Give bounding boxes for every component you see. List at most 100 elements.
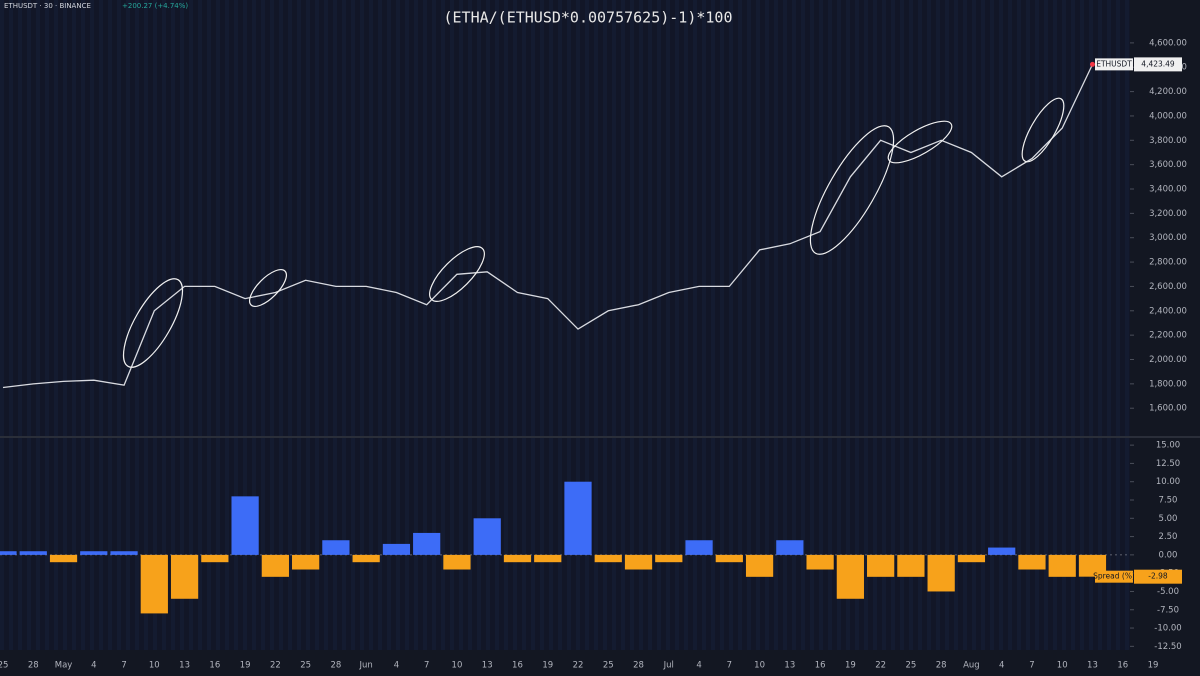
spread-bar xyxy=(897,554,925,577)
spread-bar xyxy=(292,554,320,570)
last-value-tag xyxy=(1134,57,1182,72)
x-tick-label: 7 xyxy=(424,661,429,671)
spread-bar xyxy=(110,551,138,555)
spread-bar xyxy=(443,554,471,570)
x-tick-label: 13 xyxy=(1087,661,1098,671)
x-tick-label: 28 xyxy=(28,661,39,671)
x-tick-label: 22 xyxy=(875,661,886,671)
y-tick-label: 2,000.00 xyxy=(1149,355,1187,365)
x-tick-label: 7 xyxy=(727,661,732,671)
spread-bar xyxy=(715,554,743,563)
x-tick-label: 28 xyxy=(936,661,947,671)
y-tick-label: 7.50 xyxy=(1159,496,1178,506)
x-tick-label: 19 xyxy=(845,661,856,671)
y-tick-label: 4,600.00 xyxy=(1149,38,1187,48)
x-tick-label: 16 xyxy=(209,661,220,671)
x-tick-label: 13 xyxy=(784,661,795,671)
spread-bar xyxy=(655,554,683,563)
spread-bar xyxy=(413,532,441,555)
spread-bar xyxy=(1018,554,1046,570)
x-tick-label: 4 xyxy=(696,661,701,671)
y-tick-label: -7.50 xyxy=(1157,605,1179,615)
chart-title: (ETHA/(ETHUSD*0.00757625)-1)*100 xyxy=(444,9,733,27)
spread-bar xyxy=(503,554,532,563)
price-axis-bg xyxy=(1130,0,1200,676)
x-tick-label: 25 xyxy=(603,661,614,671)
y-tick-label: 3,600.00 xyxy=(1149,160,1187,170)
price-line xyxy=(2,64,1094,389)
series-name-tag xyxy=(1095,570,1133,583)
spread-bar xyxy=(957,554,986,563)
x-tick-label: 10 xyxy=(149,661,160,671)
x-tick-label: 13 xyxy=(179,661,190,671)
spread-bar xyxy=(261,554,289,577)
y-tick-label: 1,800.00 xyxy=(1149,379,1187,389)
y-tick-label: 3,200.00 xyxy=(1149,209,1187,219)
y-tick-label: 3,800.00 xyxy=(1149,136,1187,146)
spread-bar xyxy=(927,554,955,592)
spread-bar xyxy=(80,551,108,555)
y-tick-label: 2.50 xyxy=(1159,532,1178,542)
spread-bar xyxy=(1048,554,1076,577)
last-value-label: -2.98 xyxy=(1148,572,1168,581)
y-tick-label: -5.00 xyxy=(1157,587,1179,597)
spread-bar xyxy=(19,551,47,555)
y-tick-label: -10.00 xyxy=(1154,624,1181,634)
x-tick-label: Jul xyxy=(663,661,674,671)
x-tick-label: 4 xyxy=(91,661,96,671)
spread-bar xyxy=(988,547,1016,555)
hand-circle xyxy=(1021,97,1065,163)
x-tick-label: 10 xyxy=(452,661,463,671)
x-tick-label: 16 xyxy=(1117,661,1128,671)
y-tick-label: 10.00 xyxy=(1156,477,1180,487)
y-tick-label: 2,200.00 xyxy=(1149,331,1187,341)
spread-bar xyxy=(382,543,411,555)
last-value-label: 4,423.49 xyxy=(1141,59,1175,68)
x-tick-label: 10 xyxy=(1057,661,1068,671)
spread-bar xyxy=(473,518,501,555)
x-tick-label: 7 xyxy=(1029,661,1034,671)
x-tick-label: Jun xyxy=(359,661,373,671)
y-tick-label: 3,000.00 xyxy=(1149,233,1187,243)
last-value-tag xyxy=(1134,569,1182,584)
spread-bar xyxy=(867,554,895,577)
symbol-header: ETHUSDT · 30 · BINANCE xyxy=(4,2,91,10)
x-tick-label: 19 xyxy=(240,661,251,671)
spread-bar xyxy=(231,496,259,555)
x-tick-label: 13 xyxy=(482,661,493,671)
x-tick-label: 7 xyxy=(121,661,126,671)
spread-bar xyxy=(806,554,834,570)
y-tick-label: 2,600.00 xyxy=(1149,282,1187,292)
spread-bar xyxy=(49,554,78,563)
spread-bar xyxy=(745,554,774,577)
hand-circle xyxy=(122,278,184,368)
spread-bar xyxy=(594,554,622,563)
x-tick-label: 16 xyxy=(815,661,826,671)
x-tick-label: 28 xyxy=(330,661,341,671)
y-tick-label: 15.00 xyxy=(1156,441,1180,451)
x-tick-label: 16 xyxy=(512,661,523,671)
hand-circle xyxy=(249,269,287,307)
x-tick-label: 22 xyxy=(573,661,584,671)
series-name: ETHUSDT xyxy=(1096,59,1132,68)
x-tick-label: 25 xyxy=(0,661,8,671)
spread-bar xyxy=(170,554,199,599)
hand-circle xyxy=(429,246,485,302)
x-tick-label: 4 xyxy=(394,661,399,671)
spread-bar xyxy=(564,481,592,555)
x-tick-label: 10 xyxy=(754,661,765,671)
time-axis-bg xyxy=(0,650,1200,676)
y-tick-label: 0.00 xyxy=(1159,550,1178,560)
series-name-tag xyxy=(1095,58,1133,71)
spread-bar xyxy=(534,554,562,563)
x-tick-label: 25 xyxy=(300,661,311,671)
spread-bar xyxy=(140,554,168,614)
series-name: Spread (%) xyxy=(1093,572,1135,581)
y-tick-label: 5.00 xyxy=(1159,514,1178,524)
y-tick-label: 4,000.00 xyxy=(1149,111,1187,121)
y-tick-label: -12.50 xyxy=(1154,642,1181,652)
spread-bar xyxy=(201,554,229,563)
x-tick-label: 19 xyxy=(1148,661,1159,671)
